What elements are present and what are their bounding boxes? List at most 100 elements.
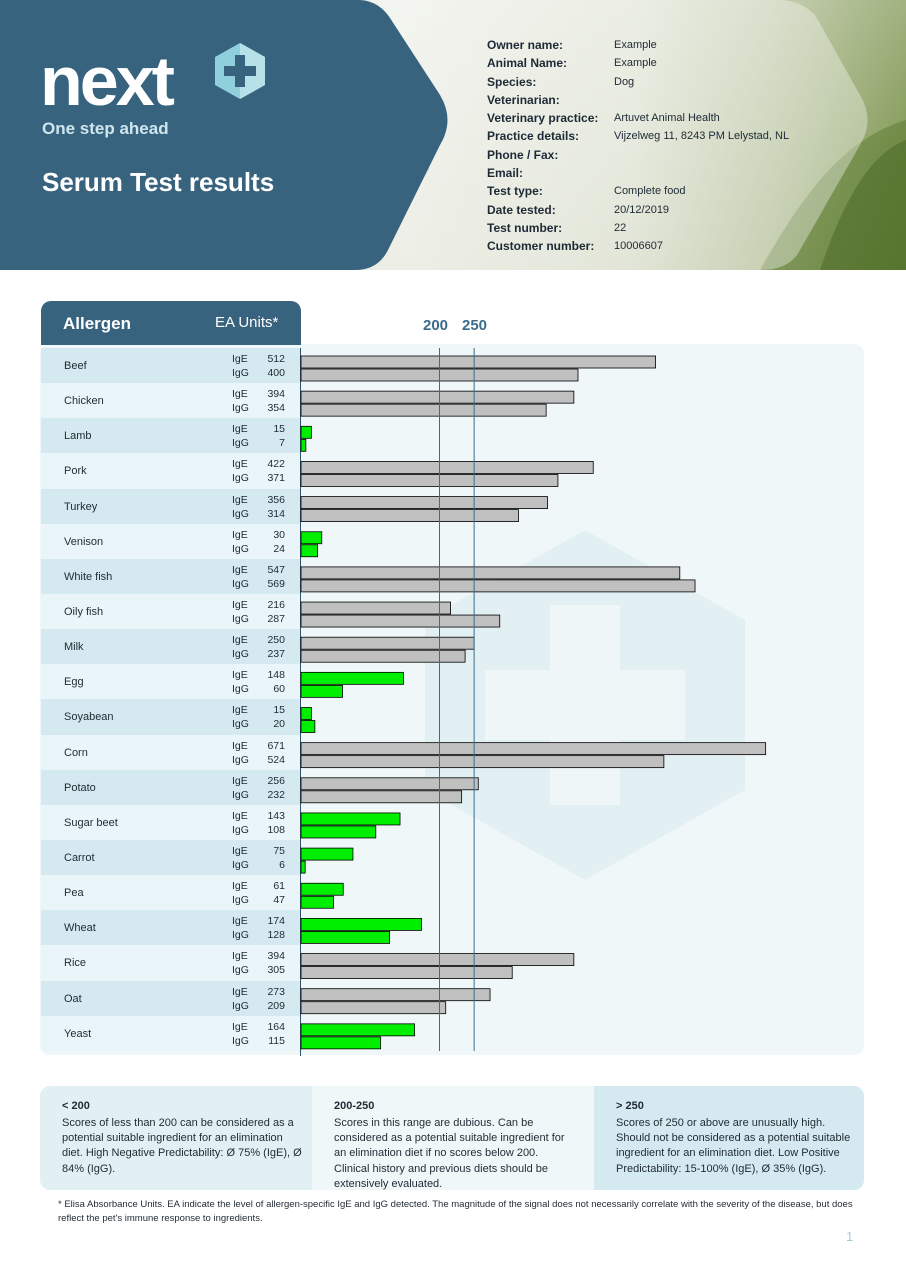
igg-label: IgG [232, 402, 249, 415]
ige-value: 394 [267, 950, 285, 963]
igg-label: IgG [232, 894, 249, 907]
allergen-row: Pea IgE 61 IgG 47 [41, 875, 301, 911]
score-legend: < 200 Scores of less than 200 can be con… [40, 1086, 864, 1190]
legend-title: < 200 [62, 1100, 90, 1112]
igg-value: 47 [273, 894, 285, 907]
igg-label: IgG [232, 367, 249, 379]
ige-label: IgE [232, 950, 248, 963]
report-header: next One step ahead Serum Test results O… [0, 0, 906, 270]
allergen-name: Lamb [64, 430, 92, 443]
allergen-name: Chicken [64, 395, 104, 408]
info-label: Veterinarian: [487, 92, 560, 107]
ige-value: 143 [267, 809, 285, 822]
footnote: * Elisa Absorbance Units. EA indicate th… [58, 1199, 853, 1224]
allergen-name: Pea [64, 887, 84, 900]
legend-below-200: < 200 Scores of less than 200 can be con… [40, 1086, 312, 1190]
info-label: Date tested: [487, 202, 556, 217]
info-value: 22 [614, 221, 627, 234]
ige-value: 671 [267, 739, 285, 752]
allergen-row: Chicken IgE 394 IgG 354 [41, 383, 301, 419]
chart-baseline [300, 348, 301, 1056]
allergen-name: Wheat [64, 922, 96, 935]
ige-value: 250 [267, 634, 285, 647]
igg-value: 354 [267, 402, 285, 415]
allergen-row: Wheat IgE 174 IgG 128 [41, 910, 301, 946]
info-value: 20/12/2019 [614, 203, 670, 216]
igg-label: IgG [232, 612, 249, 625]
allergen-name: Egg [64, 676, 84, 689]
info-label: Practice details: [487, 129, 580, 144]
info-label: Test number: [487, 220, 563, 235]
allergen-row: Beef IgE 512 IgG 400 [41, 348, 301, 384]
igg-label: IgG [232, 507, 249, 520]
igg-label: IgG [232, 648, 249, 661]
ige-label: IgE [232, 634, 248, 647]
ige-value: 61 [273, 880, 285, 893]
info-value: Artuvet Animal Health [614, 112, 720, 125]
allergen-name: White fish [64, 570, 113, 583]
legend-above-250: > 250 Scores of 250 or above are unusual… [594, 1086, 864, 1190]
table-header: Allergen EA Units* [41, 301, 301, 345]
ige-value: 256 [267, 774, 285, 787]
ige-value: 174 [267, 915, 285, 928]
legend-200-250: 200-250 Scores in this range are dubious… [312, 1086, 594, 1190]
info-label: Phone / Fax: [487, 147, 559, 162]
allergen-name: Oat [64, 992, 82, 1005]
allergen-name: Sugar beet [64, 816, 118, 829]
allergen-name: Carrot [64, 851, 95, 864]
allergen-row: Oat IgE 273 IgG 209 [41, 980, 301, 1016]
legend-title: > 250 [616, 1100, 644, 1112]
allergen-row: Oily fish IgE 216 IgG 287 [41, 593, 301, 630]
legend-text: Scores in this range are dubious. Can be… [334, 1117, 565, 1190]
allergen-name: Oily fish [64, 605, 104, 618]
ige-value: 216 [267, 598, 285, 611]
info-value: 10006607 [614, 240, 663, 253]
legend-title: 200-250 [334, 1100, 375, 1112]
column-header-ea-units: EA Units* [215, 314, 279, 331]
igg-value: 371 [267, 472, 285, 485]
ige-label: IgE [232, 669, 248, 682]
ige-label: IgE [232, 493, 248, 506]
igg-label: IgG [232, 753, 249, 766]
legend-text: Scores of 250 or above are unusually hig… [616, 1117, 851, 1175]
igg-label: IgG [232, 718, 249, 731]
igg-value: 6 [279, 858, 285, 871]
ige-label: IgE [232, 423, 248, 436]
igg-value: 128 [267, 929, 285, 942]
brand-plus-icon [215, 43, 265, 99]
allergen-row: Yeast IgE 164 IgG 115 [41, 1015, 301, 1051]
allergen-row: Carrot IgE 75 IgG 6 [41, 839, 301, 876]
brand-logo-text: next [40, 42, 175, 120]
allergen-row: Milk IgE 250 IgG 237 [41, 629, 301, 665]
ige-value: 547 [267, 563, 285, 576]
plus-watermark-icon [425, 530, 745, 880]
ige-label: IgE [232, 774, 248, 787]
allergen-row: White fish IgE 547 IgG 569 [41, 558, 301, 594]
ige-label: IgE [232, 844, 248, 857]
igg-value: 60 [273, 683, 285, 696]
allergen-name: Yeast [64, 1027, 92, 1040]
ige-value: 394 [267, 388, 285, 401]
ige-label: IgE [232, 353, 248, 365]
info-label: Customer number: [487, 239, 595, 254]
allergen-name: Rice [64, 957, 87, 970]
igg-value: 20 [273, 718, 285, 731]
info-label: Test type: [487, 184, 543, 199]
info-value: Vijzelweg 11, 8243 PM Lelystad, NL [614, 130, 790, 143]
ige-value: 356 [267, 493, 285, 506]
igg-label: IgG [232, 1034, 249, 1047]
ige-label: IgE [232, 1020, 248, 1033]
ige-label: IgE [232, 880, 248, 893]
allergen-name: Soyabean [64, 711, 114, 724]
allergen-name: Potato [64, 781, 96, 794]
allergen-row: Rice IgE 394 IgG 305 [41, 945, 301, 981]
ige-value: 15 [273, 423, 285, 436]
igg-label: IgG [232, 823, 249, 836]
info-value: Example [614, 57, 657, 70]
ige-label: IgE [232, 563, 248, 576]
ige-label: IgE [232, 985, 248, 998]
info-label: Veterinary practice: [487, 111, 599, 126]
igg-label: IgG [232, 858, 249, 871]
igg-label: IgG [232, 683, 249, 696]
page-number: 1 [846, 1229, 854, 1244]
